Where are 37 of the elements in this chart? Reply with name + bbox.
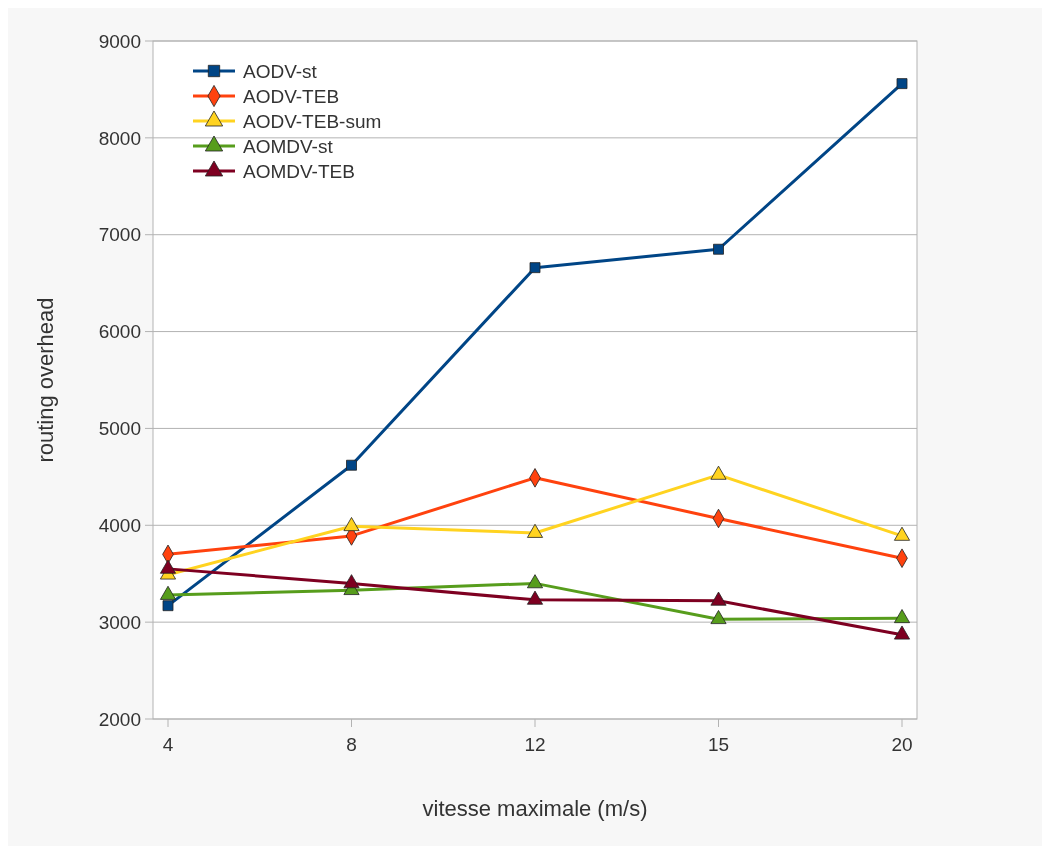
legend-label: AODV-TEB — [243, 85, 340, 107]
x-axis-title: vitesse maximale (m/s) — [422, 796, 648, 821]
x-tick-label: 4 — [162, 734, 174, 755]
legend-label: AOMDV-TEB — [243, 160, 355, 182]
point — [346, 459, 357, 471]
x-tick-label: 8 — [346, 734, 357, 755]
point — [160, 559, 176, 574]
point — [894, 609, 910, 624]
point — [343, 574, 360, 589]
y-tick-label: 7000 — [98, 224, 141, 246]
x-tick-label: 12 — [524, 734, 546, 755]
y-tick-label: 8000 — [98, 127, 141, 149]
point — [894, 625, 910, 640]
point — [343, 517, 360, 532]
x-tick-label: 20 — [891, 734, 913, 755]
y-tick-label: 2000 — [98, 708, 141, 730]
point — [713, 243, 724, 255]
y-tick-label: 5000 — [98, 418, 141, 440]
point — [710, 591, 727, 606]
point — [529, 262, 541, 274]
x-tick-label: 15 — [707, 734, 730, 755]
legend-label: AOMDV-st — [243, 135, 334, 157]
point — [527, 574, 543, 589]
y-tick-label: 4000 — [98, 514, 141, 536]
point — [894, 526, 910, 541]
y-axis-title: routing overhead — [33, 297, 58, 463]
point — [527, 590, 543, 605]
point — [896, 78, 908, 90]
point — [710, 465, 727, 480]
y-tick-label: 6000 — [98, 321, 141, 343]
legend-label: AODV-TEB-sum — [243, 110, 382, 132]
y-tick-label: 9000 — [98, 30, 141, 52]
point — [527, 523, 543, 538]
point — [710, 610, 727, 625]
legend-label: AODV-st — [243, 60, 318, 82]
point — [160, 585, 176, 600]
y-tick-label: 3000 — [98, 611, 141, 633]
